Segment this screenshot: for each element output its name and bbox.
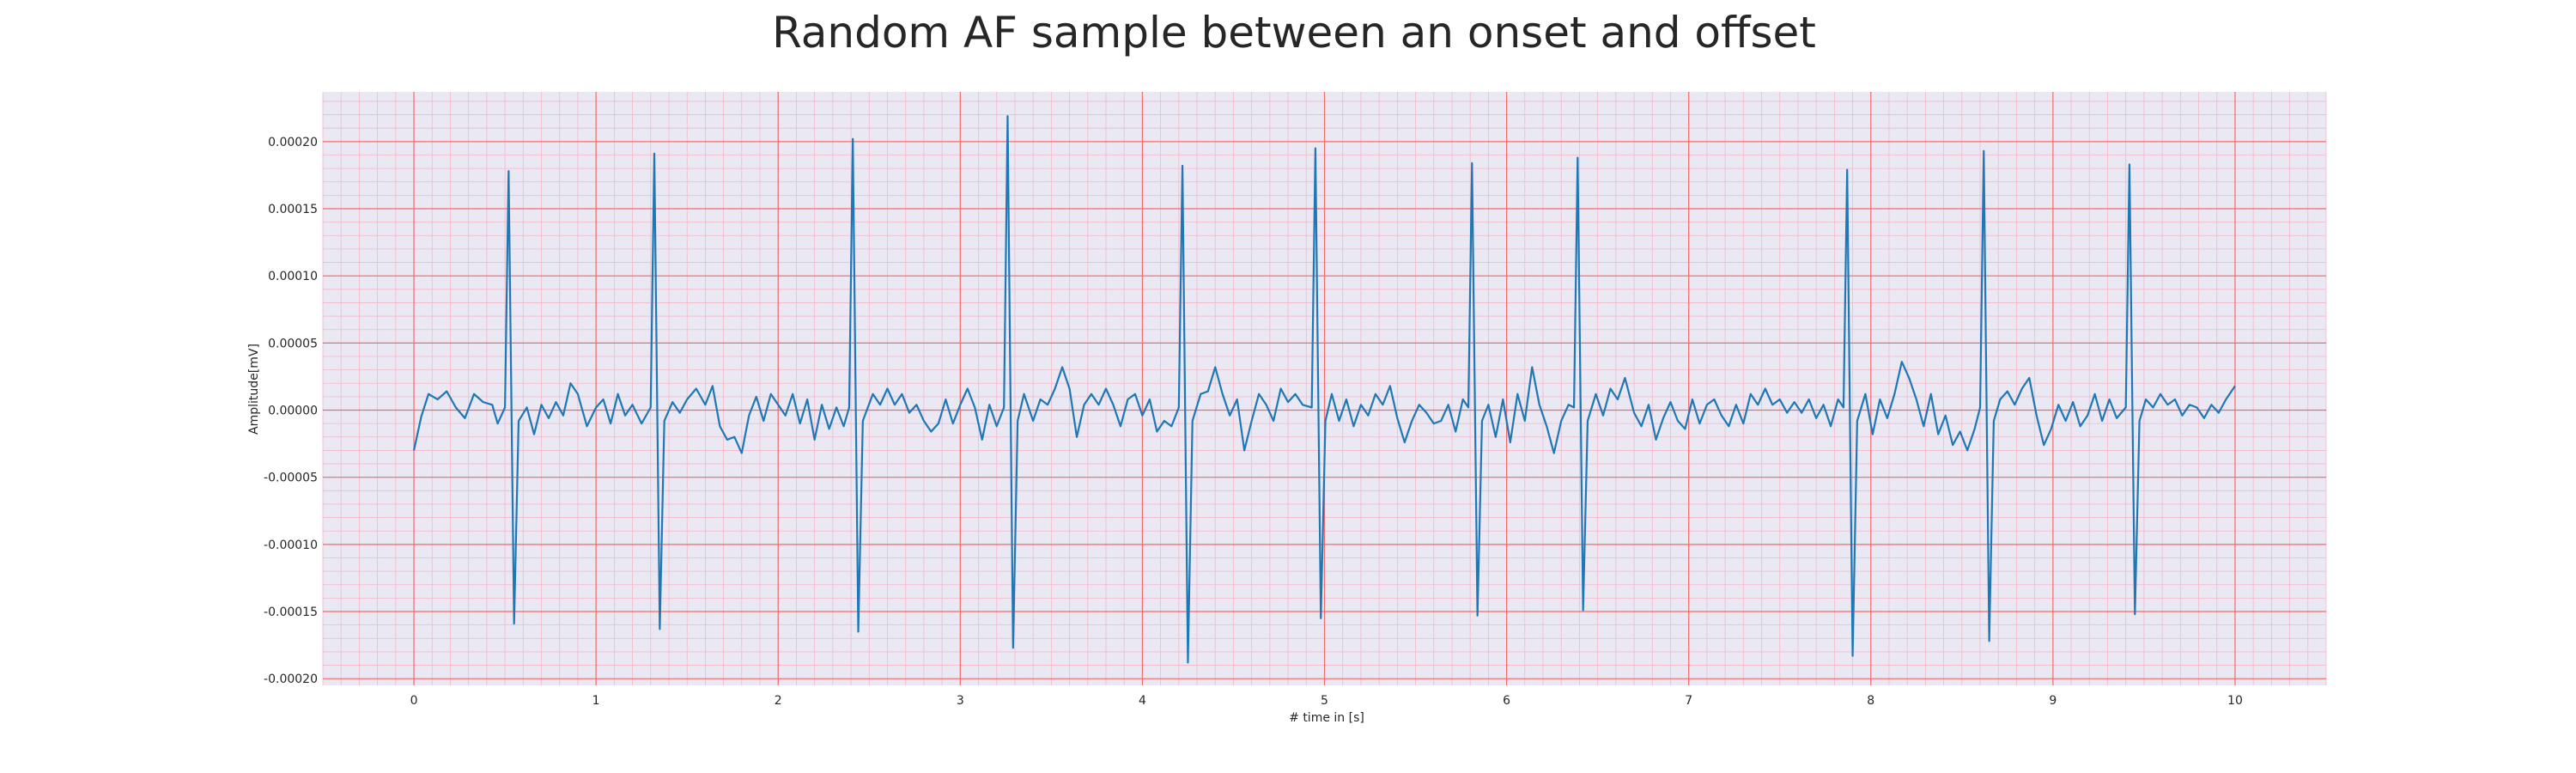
y-tick-label: 0.00000 [268,405,318,418]
chart-title: Random AF sample between an onset and of… [772,8,1816,58]
x-tick-label: 10 [2227,694,2243,708]
x-tick-label: 7 [1685,694,1692,708]
ecg-signal-line [412,115,2236,664]
x-tick-label: 2 [775,694,782,708]
y-tick-label: 0.00010 [268,270,318,283]
y-tick-label: 0.00015 [268,203,318,216]
y-tick-label: 0.00005 [268,337,318,350]
y-axis-label: Amplitude[mV] [247,344,261,435]
x-tick-label: 9 [2049,694,2057,708]
x-tick-label: 6 [1503,694,1510,708]
y-axis-ticks: -0.00020 -0.00015 -0.00010 -0.00005 0.00000 0… [264,136,318,686]
x-tick-label: 8 [1867,694,1874,708]
plot-area [322,92,2327,685]
x-axis-label: # time in [s] [1289,711,1364,725]
x-axis-ticks: 0 1 2 3 4 5 6 7 8 9 10 [410,694,2243,708]
y-tick-label: -0.00015 [264,606,318,619]
y-tick-label: -0.00020 [264,673,318,686]
x-tick-label: 5 [1321,694,1328,708]
y-tick-label: -0.00005 [264,472,318,485]
x-tick-label: 4 [1139,694,1146,708]
x-tick-label: 0 [410,694,418,708]
x-tick-label: 1 [592,694,600,708]
y-tick-label: 0.00020 [268,136,318,149]
x-tick-label: 3 [957,694,964,708]
y-tick-label: -0.00010 [264,539,318,552]
